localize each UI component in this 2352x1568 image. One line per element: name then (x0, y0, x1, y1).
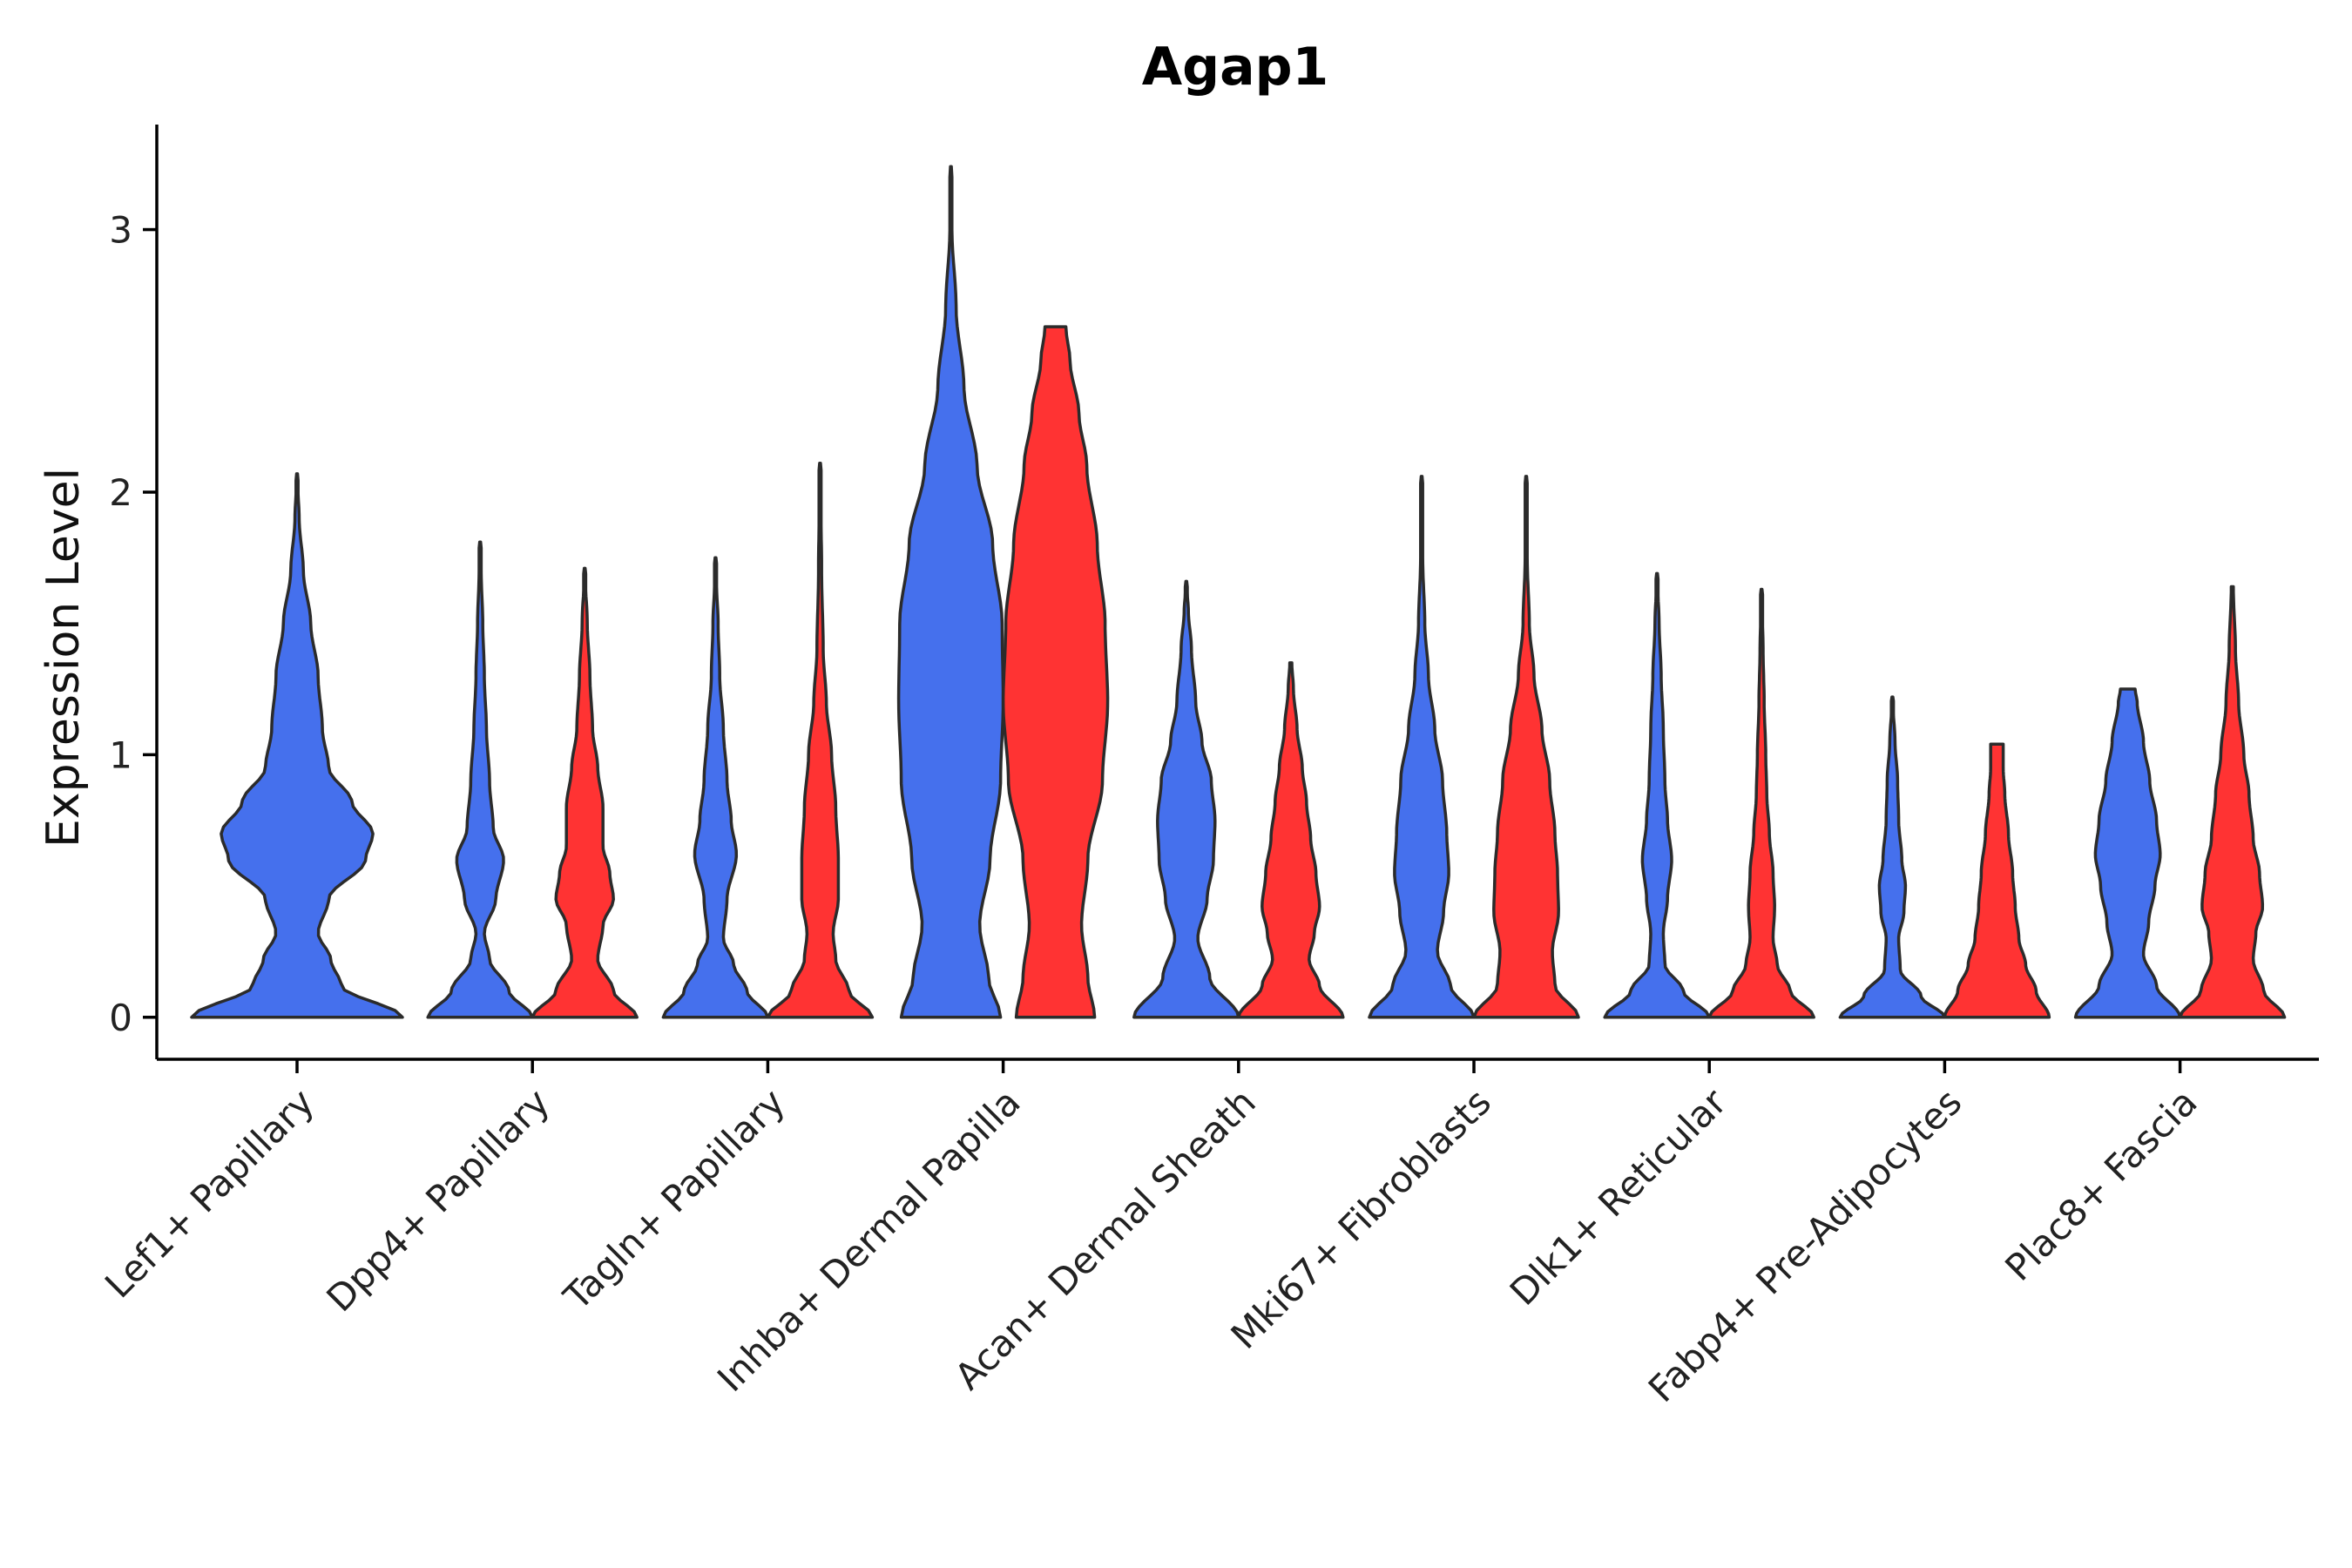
violin-group_a-4 (1132, 579, 1240, 1019)
y-tick-label-0: 0 (109, 997, 132, 1039)
x-tick-label-1: Dpp4+ Papillary (318, 1080, 558, 1320)
violin-group_a-2 (661, 556, 770, 1019)
violin-group_a-1 (426, 540, 534, 1019)
violin-group_b-8 (2178, 585, 2287, 1019)
y-tick-label-3: 3 (109, 209, 132, 252)
violin-group_a-7 (1838, 695, 1947, 1019)
violin-layer (190, 165, 2287, 1019)
x-tick-label-5: Mki67+ Fibroblasts (1223, 1080, 1499, 1356)
x-tick-label-6: Dlk1+ Reticular (1502, 1080, 1735, 1314)
chart-title: Agap1 (1142, 37, 1329, 98)
violin-group_a-8 (2073, 687, 2182, 1019)
violin-group_a-5 (1368, 475, 1476, 1019)
y-axis-title: Expression Level (37, 468, 90, 848)
violin-group_b-5 (1472, 475, 1580, 1019)
x-tick-label-0: Lef1+ Papillary (97, 1080, 322, 1306)
violin-group_a-0 (190, 472, 404, 1019)
violin-group_a-3 (896, 165, 1005, 1019)
violin-group_b-2 (766, 462, 875, 1019)
violin-group_a-6 (1603, 571, 1711, 1019)
x-tick-label-2: Tagln+ Papillary (555, 1080, 793, 1318)
y-tick-label-1: 1 (109, 733, 132, 776)
y-tick-label-2: 2 (109, 471, 132, 514)
violin-group_b-3 (1001, 325, 1110, 1019)
violin-group_b-7 (1943, 742, 2051, 1019)
x-tick-label-8: Plac8+ Fascia (1997, 1080, 2205, 1288)
violin-group_b-1 (531, 566, 639, 1019)
violin-group_b-6 (1707, 587, 1815, 1019)
violin-group_b-4 (1237, 661, 1345, 1019)
